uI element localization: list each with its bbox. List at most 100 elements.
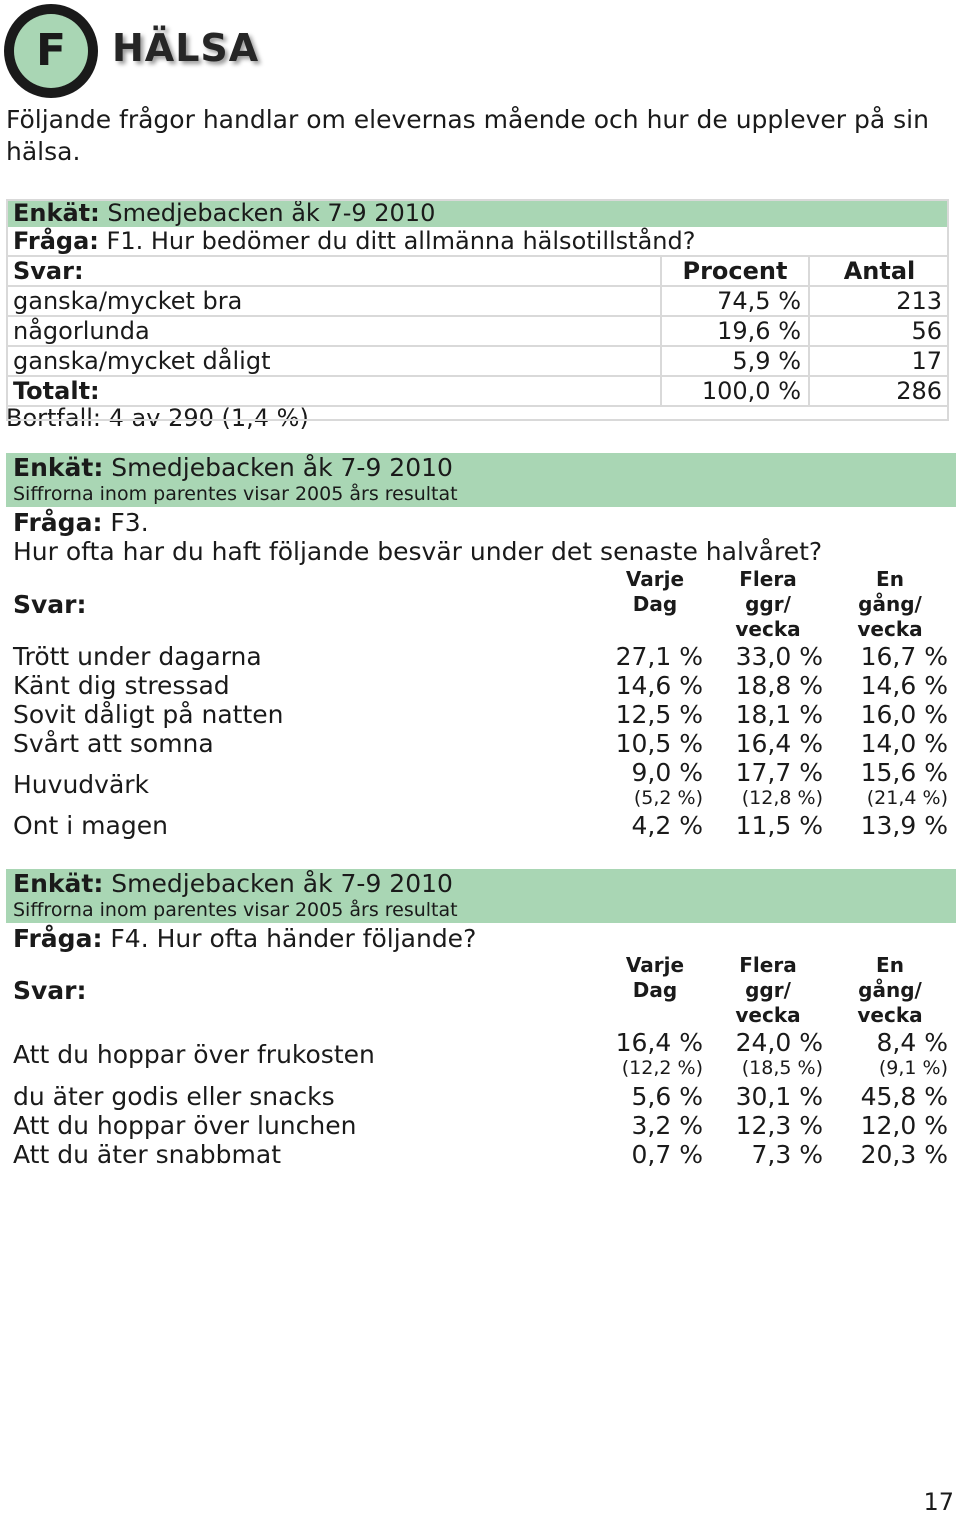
fraga-value: F1. Hur bedömer du ditt allmänna hälsoti…: [106, 227, 696, 255]
enkat-value: Smedjebacken åk 7-9 2010: [107, 199, 436, 227]
row-value-en: 15,6 %: [860, 758, 948, 787]
enkat-label: Enkät:: [13, 453, 104, 482]
svar-label: Svar:: [6, 256, 661, 287]
f4-svar-label: Svar:: [13, 976, 87, 1005]
row-antal: 17: [808, 346, 949, 377]
f4-enkat-bar: [6, 869, 956, 923]
row-value-en: 12,0 %: [860, 1111, 948, 1140]
f1-table: Enkät: Smedjebacken åk 7-9 2010 Fråga: F…: [6, 199, 949, 430]
f4-col-varje-dag: Varje Dag: [605, 953, 705, 1003]
f4-fraga: Fråga: F4. Hur ofta händer följande?: [13, 924, 476, 953]
f3-col-flera-ggr: Flera ggr/ vecka: [718, 567, 818, 642]
row-label: Att du hoppar över frukosten: [13, 1040, 375, 1069]
row-value-dag: 14,6 %: [615, 671, 703, 700]
row-prev-dag: (5,2 %): [633, 787, 703, 809]
row-prev-dag: (12,2 %): [621, 1057, 703, 1079]
enkat-label: Enkät:: [13, 869, 104, 898]
col-line: ggr/: [745, 592, 791, 616]
col-line: Varje: [625, 953, 685, 977]
row-label: Huvudvärk: [13, 770, 150, 799]
total-row: Totalt: 100,0 % 286: [6, 376, 949, 407]
col-line: vecka: [857, 1003, 923, 1027]
row-value-dag: 4,2 %: [631, 811, 703, 840]
f3-svar-label: Svar:: [13, 590, 87, 619]
row-value-en: 16,7 %: [860, 642, 948, 671]
f4-note: Siffrorna inom parentes visar 2005 års r…: [13, 899, 458, 921]
row-value-en: 45,8 %: [860, 1082, 948, 1111]
col-line: Varje: [625, 567, 685, 591]
row-value-en: 14,0 %: [860, 729, 948, 758]
f3-enkat-bar: [6, 453, 956, 507]
f3-note: Siffrorna inom parentes visar 2005 års r…: [13, 483, 458, 505]
row-label: Trött under dagarna: [13, 642, 262, 671]
col-procent: Procent: [660, 256, 809, 287]
page-title: HÄLSA: [112, 26, 260, 70]
f3-enkat: Enkät: Smedjebacken åk 7-9 2010: [13, 453, 453, 482]
row-antal: 56: [808, 316, 949, 347]
row-value-dag: 27,1 %: [615, 642, 703, 671]
row-value-flera: 18,1 %: [735, 700, 823, 729]
col-line: vecka: [735, 617, 801, 641]
row-prev-en: (21,4 %): [866, 787, 948, 809]
section-badge: F: [4, 4, 98, 98]
row-procent: 74,5 %: [660, 286, 809, 317]
total-antal: 286: [808, 376, 949, 407]
intro-text: Följande frågor handlar om elevernas måe…: [6, 105, 929, 166]
row-value-flera: 30,1 %: [735, 1082, 823, 1111]
col-line: gång/: [858, 978, 922, 1002]
row-value-dag: 10,5 %: [615, 729, 703, 758]
row-value-dag: 0,7 %: [631, 1140, 703, 1169]
col-line: ggr/: [745, 978, 791, 1002]
col-antal: Antal: [808, 256, 949, 287]
col-line: Dag: [632, 978, 678, 1002]
table-row: ganska/mycket dåligt 5,9 % 17: [6, 346, 949, 377]
row-value-en: 16,0 %: [860, 700, 948, 729]
row-value-en: 20,3 %: [860, 1140, 948, 1169]
row-value-flera: 33,0 %: [735, 642, 823, 671]
col-line: Flera: [739, 567, 797, 591]
row-procent: 19,6 %: [660, 316, 809, 347]
f1-header-row: Svar: Procent Antal: [6, 256, 949, 287]
row-value-dag: 3,2 %: [631, 1111, 703, 1140]
total-label: Totalt:: [6, 376, 661, 407]
f3-fraga: Fråga: F3.: [13, 508, 149, 537]
row-value-dag: 16,4 %: [615, 1028, 703, 1057]
col-line: En: [876, 953, 904, 977]
col-line: En: [876, 567, 904, 591]
row-prev-flera: (12,8 %): [741, 787, 823, 809]
table-row: ganska/mycket bra 74,5 % 213: [6, 286, 949, 317]
col-line: vecka: [735, 1003, 801, 1027]
row-procent: 5,9 %: [660, 346, 809, 377]
row-label: Att du äter snabbmat: [13, 1140, 282, 1169]
row-value-flera: 12,3 %: [735, 1111, 823, 1140]
row-value-flera: 17,7 %: [735, 758, 823, 787]
row-label: du äter godis eller snacks: [13, 1082, 335, 1111]
fraga-value: F4. Hur ofta händer följande?: [110, 924, 477, 953]
col-line: Flera: [739, 953, 797, 977]
row-label: Svårt att somna: [13, 729, 214, 758]
row-value-dag: 5,6 %: [631, 1082, 703, 1111]
col-line: Dag: [632, 592, 678, 616]
enkat-label: Enkät:: [13, 199, 100, 227]
f4-enkat: Enkät: Smedjebacken åk 7-9 2010: [13, 869, 453, 898]
bortfall-row: Bortfall: 4 av 290 (1,4 %): [6, 406, 949, 430]
page-number: 17: [923, 1488, 954, 1516]
row-value-flera: 7,3 %: [751, 1140, 823, 1169]
row-value-en: 13,9 %: [860, 811, 948, 840]
row-prev-en: (9,1 %): [878, 1057, 948, 1079]
f3-col-en-gang: En gång/ vecka: [840, 567, 940, 642]
col-line: gång/: [858, 592, 922, 616]
row-label: någorlunda: [6, 316, 661, 347]
row-value-dag: 9,0 %: [631, 758, 703, 787]
row-value-flera: 24,0 %: [735, 1028, 823, 1057]
row-value-flera: 18,8 %: [735, 671, 823, 700]
row-label: Känt dig stressad: [13, 671, 230, 700]
enkat-value: Smedjebacken åk 7-9 2010: [111, 453, 453, 482]
fraga-label: Fråga:: [13, 227, 99, 255]
row-prev-flera: (18,5 %): [741, 1057, 823, 1079]
row-value-en: 14,6 %: [860, 671, 948, 700]
row-label: Att du hoppar över lunchen: [13, 1111, 357, 1140]
f1-enkat-row: Enkät: Smedjebacken åk 7-9 2010: [6, 199, 949, 227]
fraga-value: F3.: [110, 508, 149, 537]
f3-col-varje-dag: Varje Dag: [605, 567, 705, 617]
